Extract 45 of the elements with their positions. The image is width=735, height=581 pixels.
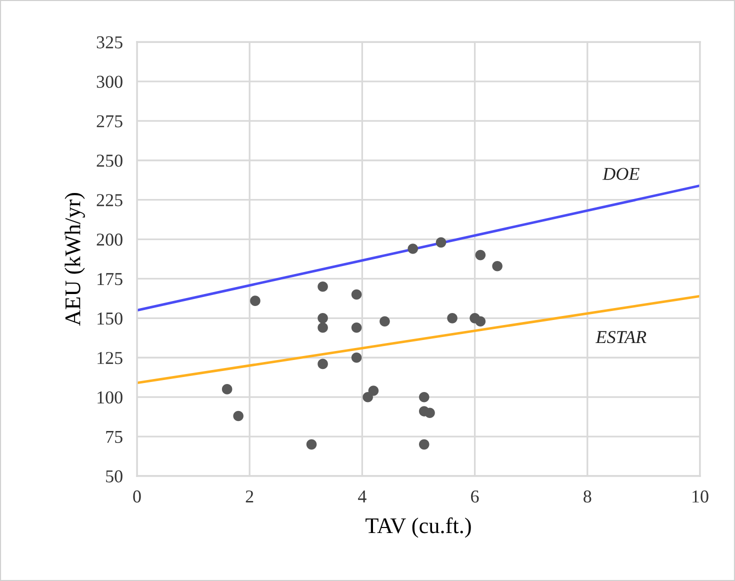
point <box>222 384 232 394</box>
point <box>250 296 260 306</box>
y-tick-label: 125 <box>98 352 122 364</box>
point <box>418 392 430 402</box>
x-tick-label: 6 <box>471 490 479 503</box>
y-tick-label: 250 <box>96 154 122 167</box>
point <box>424 408 435 418</box>
point <box>306 439 317 450</box>
point <box>318 281 328 292</box>
y-tick-label: 75 <box>106 430 122 443</box>
x-tick-label: 8 <box>584 490 592 503</box>
y-tick-label: 175 <box>98 273 122 286</box>
point <box>233 410 244 422</box>
point <box>380 316 390 326</box>
y-tick-label: 50 <box>106 470 122 482</box>
y-tick-label: 275 <box>96 115 122 128</box>
point <box>408 244 418 254</box>
point <box>492 260 502 272</box>
point <box>436 237 446 248</box>
y-axis-title: AEU (kWh/yr) <box>64 193 85 326</box>
point <box>418 439 430 450</box>
x-axis-title: TAV (cu.ft.) <box>366 517 471 538</box>
point <box>318 313 328 324</box>
point <box>447 313 458 324</box>
x-tick-label: 2 <box>246 490 254 502</box>
point <box>351 322 362 333</box>
y-tick-label: 325 <box>96 36 122 48</box>
y-tick-label: 225 <box>96 194 122 206</box>
y-tick-label: 200 <box>96 234 122 246</box>
x-tick-label: 4 <box>358 490 366 502</box>
point <box>362 392 373 402</box>
y-tick-label: 100 <box>98 391 122 404</box>
point <box>318 358 328 370</box>
point <box>318 322 328 333</box>
y-tick-label: 150 <box>98 312 122 325</box>
point <box>368 386 379 396</box>
point <box>351 352 362 363</box>
point <box>475 316 486 326</box>
x-tick-label: 0 <box>133 490 141 503</box>
y-tick-label: 300 <box>96 76 122 88</box>
point <box>351 289 362 300</box>
series-label: DOE <box>602 168 640 180</box>
series-label: ESTAR <box>596 331 646 344</box>
point <box>475 250 486 260</box>
x-tick-label: 10 <box>692 490 708 503</box>
